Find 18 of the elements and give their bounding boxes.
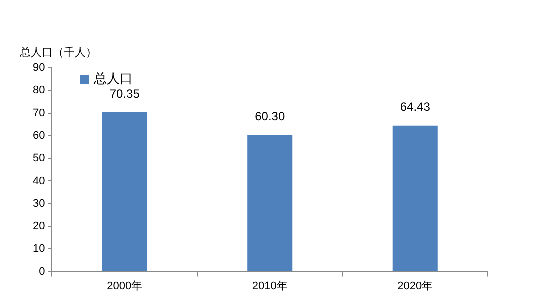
text: 70.35 bbox=[110, 86, 140, 101]
x-tick-label: 2000年 bbox=[107, 280, 143, 292]
y-tick-label: 80 bbox=[32, 84, 46, 97]
y-tick-label: 50 bbox=[32, 152, 46, 165]
y-tick-label: 10 bbox=[32, 243, 46, 256]
legend-label: 总人口 bbox=[94, 70, 133, 88]
y-tick-label: 60 bbox=[32, 130, 46, 142]
y-tick-label: 0 bbox=[39, 266, 46, 278]
y-axis-title: 总人口（千人） bbox=[20, 46, 97, 60]
text: 64.43 bbox=[400, 100, 430, 114]
y-tick-label: 90 bbox=[32, 62, 46, 74]
y-tick-label: 70 bbox=[32, 107, 46, 120]
y-tick-label: 30 bbox=[32, 198, 46, 210]
text: 60.30 bbox=[255, 110, 286, 124]
y-tick-label: 20 bbox=[32, 220, 46, 233]
y-tick-label: 40 bbox=[32, 175, 46, 188]
x-tick-label: 2010年 bbox=[252, 280, 288, 292]
x-tick-label: 2020年 bbox=[398, 280, 434, 292]
